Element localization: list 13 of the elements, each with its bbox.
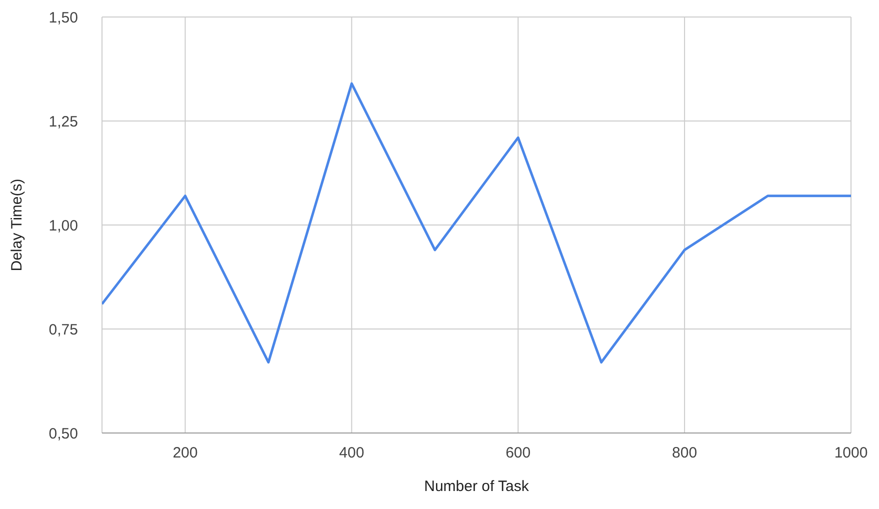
x-tick-label: 800 (672, 444, 698, 462)
y-tick-label: 0,75 (48, 321, 78, 338)
y-axis-title: Delay Time(s) (8, 178, 26, 272)
y-tick-label: 1,00 (48, 217, 78, 234)
x-tick-label: 600 (506, 444, 531, 462)
line-series (102, 82, 851, 364)
x-tick-label: 1000 (834, 444, 868, 462)
x-axis-title: Number of Task (424, 478, 530, 495)
y-tick-label: 1,50 (48, 9, 78, 26)
x-tick-label: 200 (172, 444, 198, 462)
y-tick-label: 0,50 (48, 425, 78, 442)
x-tick-label: 400 (339, 444, 364, 462)
y-tick-label: 1,25 (48, 113, 78, 130)
